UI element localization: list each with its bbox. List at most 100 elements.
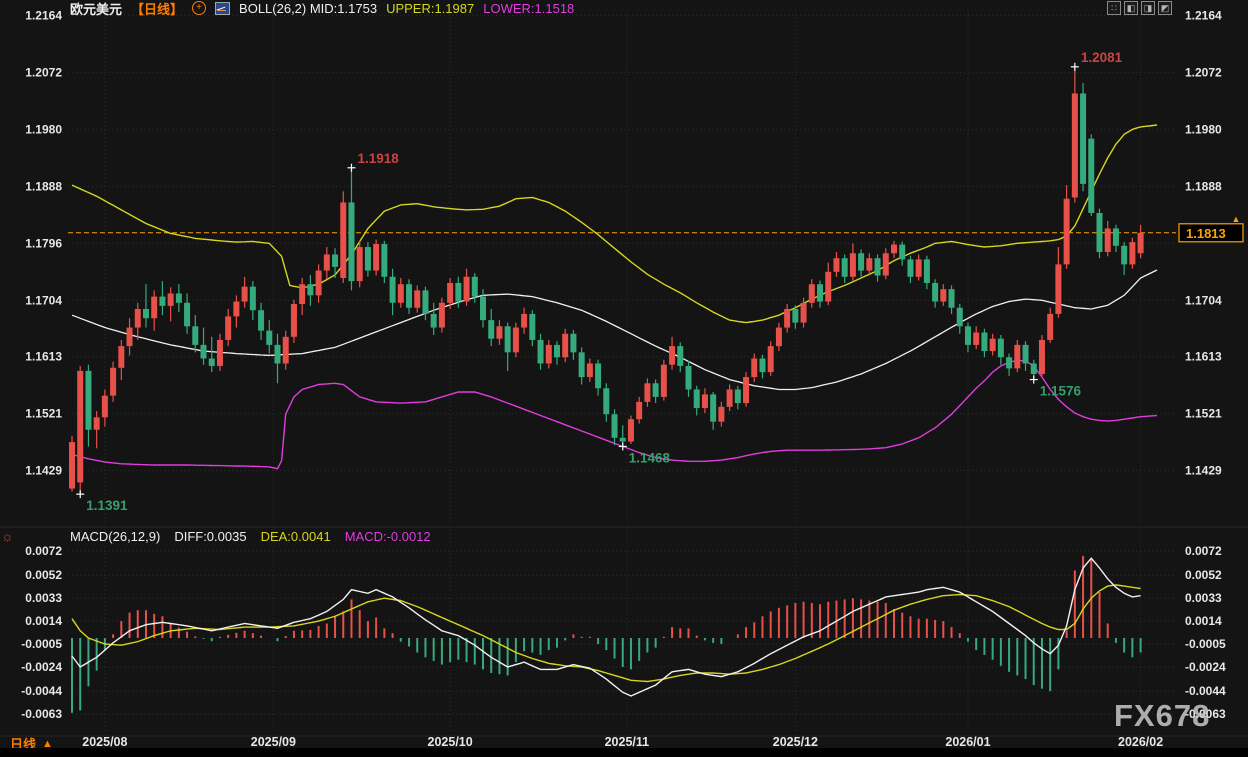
price-axis-label-left: 1.1888	[25, 179, 62, 193]
candle-body	[414, 290, 421, 308]
macd-axis-label-left: 0.0072	[25, 544, 62, 558]
candle-body	[644, 383, 651, 402]
candle-body	[915, 259, 922, 277]
price-axis-label-left: 1.2072	[25, 65, 62, 79]
layout-grid-icon[interactable]: ∷	[1107, 1, 1121, 15]
candle-body	[299, 284, 306, 305]
candle-body	[710, 394, 717, 422]
candle-body	[940, 289, 947, 302]
candle-body	[438, 302, 445, 328]
candle-body	[463, 276, 470, 302]
candle-body	[69, 442, 75, 489]
candle-body	[973, 332, 980, 345]
boll-mid-line	[71, 269, 1158, 391]
boll-lower-label: LOWER:1.1518	[483, 0, 575, 16]
macd-diff-line	[71, 557, 1141, 697]
window-layout-icons: ∷ ◧ ◨ ◩	[1107, 1, 1172, 15]
candle-body	[1121, 245, 1128, 265]
macd-axis-label-right: 0.0033	[1185, 591, 1222, 605]
candle-body	[718, 406, 725, 422]
boll-upper-line	[71, 124, 1158, 324]
macd-axis-label-right: 0.0072	[1185, 544, 1222, 558]
macd-axis-label-left: -0.0063	[21, 707, 62, 721]
last-price-tag-box	[1178, 223, 1244, 243]
candle-body	[669, 346, 676, 365]
price-axis-label-left: 1.2164	[25, 8, 62, 22]
macd-header: MACD(26,12,9) DIFF:0.0035 DEA:0.0041 MAC…	[70, 529, 431, 544]
candle-body	[792, 308, 799, 323]
candle-body	[932, 282, 939, 302]
period-up-arrow-icon: ▲	[42, 737, 53, 750]
macd-axis-label-left: 0.0033	[25, 591, 62, 605]
candle-body	[907, 259, 914, 277]
price-axis-label-left: 1.1980	[25, 122, 62, 136]
candle-body	[1055, 264, 1062, 314]
expand-right-panel-icon[interactable]: ◨	[1141, 1, 1155, 15]
candle-body	[208, 358, 215, 366]
candle-body	[471, 276, 478, 297]
candle-body	[1096, 212, 1103, 252]
candle-body	[1080, 93, 1087, 184]
candle-body	[1030, 363, 1037, 374]
candle-body	[389, 276, 396, 303]
macd-macd-label: MACD:-0.0012	[344, 529, 431, 544]
candle-body	[274, 344, 281, 364]
low-price-annotation: 1.1576	[1040, 384, 1082, 399]
price-axis-label-right: 1.1980	[1185, 122, 1222, 136]
candle-body	[356, 247, 363, 282]
indicator-settings-icon[interactable]: ☼	[1, 528, 14, 544]
candle-body	[290, 304, 297, 337]
candle-body	[1071, 93, 1078, 198]
macd-title: MACD(26,12,9)	[70, 529, 161, 544]
candle-body	[570, 333, 577, 353]
candle-body	[825, 271, 832, 302]
candle-body	[101, 395, 108, 418]
candle-body	[841, 258, 848, 277]
candle-body	[159, 296, 166, 306]
candle-body	[743, 377, 750, 404]
price-axis-label-left: 1.1796	[25, 236, 62, 250]
candle-body	[126, 327, 133, 347]
expand-top-panel-icon[interactable]: ◩	[1158, 1, 1172, 15]
candle-body	[175, 293, 182, 303]
price-axis-label-right: 1.1704	[1185, 293, 1222, 307]
mini-chart-icon[interactable]	[215, 1, 231, 15]
candle-body	[1137, 232, 1144, 254]
candle-body	[759, 358, 766, 373]
candle-body	[77, 370, 84, 483]
candle-body	[923, 259, 930, 283]
candle-body	[874, 258, 881, 276]
macd-axis-label-right: -0.0044	[1185, 684, 1226, 698]
candle-body	[381, 243, 388, 277]
boll-upper-label: UPPER:1.1987	[386, 0, 475, 16]
macd-axis-label-right: 0.0014	[1185, 614, 1222, 628]
candle-body	[627, 419, 634, 442]
candle-body	[981, 332, 988, 352]
macd-axis-label-right: 0.0052	[1185, 568, 1222, 582]
expand-left-panel-icon[interactable]: ◧	[1124, 1, 1138, 15]
candle-body	[578, 352, 585, 378]
candle-body	[167, 293, 174, 306]
candle-body	[751, 358, 758, 378]
boll-mid-label: BOLL(26,2) MID:1.1753	[239, 0, 378, 16]
candle-body	[512, 327, 519, 353]
candle-body	[504, 326, 511, 353]
date-axis-label: 2025/10	[428, 735, 473, 749]
candle-body	[767, 346, 774, 373]
high-price-annotation: 1.2081	[1081, 50, 1123, 65]
candle-body	[233, 301, 240, 317]
candle-body	[685, 365, 692, 390]
candle-body	[1047, 313, 1054, 340]
chart-header: 欧元美元 【日线】 + BOLL(26,2) MID:1.1753 UPPER:…	[70, 0, 575, 17]
candle-body	[93, 417, 100, 430]
candle-body	[216, 339, 223, 366]
macd-diff-label: DIFF:0.0035	[174, 529, 247, 544]
candle-body	[192, 326, 199, 345]
candle-body	[241, 286, 248, 302]
add-indicator-icon[interactable]: +	[192, 1, 207, 15]
candle-body	[323, 254, 330, 271]
date-axis-label: 2025/08	[82, 735, 127, 749]
candle-body	[142, 308, 149, 319]
candle-body	[364, 247, 371, 271]
